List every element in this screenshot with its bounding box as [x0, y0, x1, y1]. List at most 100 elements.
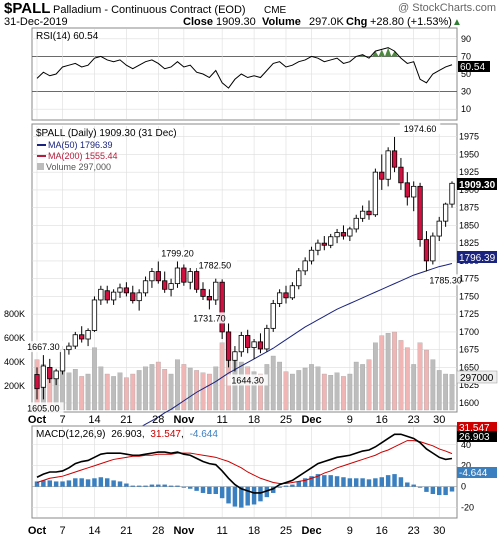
volume-bar — [175, 359, 180, 411]
price-tick-label: 1950 — [459, 149, 479, 159]
candle-body — [142, 280, 149, 294]
macd-hist-bar — [405, 482, 410, 487]
candle-body — [136, 292, 142, 302]
macd-hist-bar — [79, 478, 84, 487]
price-annotation: 1605.00 — [27, 403, 60, 413]
volume-bar — [404, 347, 410, 411]
macd-hist-bar — [334, 476, 340, 487]
macd-hist-bar — [315, 474, 321, 487]
candle-body — [149, 271, 155, 282]
volume-bar — [155, 361, 161, 411]
volume-legend: Volume 297,000 — [46, 162, 111, 172]
volume-last-badge — [456, 370, 498, 384]
x-axis-label: 21 — [120, 414, 132, 426]
ma50-legend: MA(50) 1796.39 — [48, 140, 113, 150]
macd-hist-bar — [117, 481, 123, 487]
volume-bar — [264, 364, 270, 411]
macd-hist-bar — [213, 486, 219, 494]
candle-body — [162, 280, 168, 290]
price-tick-label: 1650 — [459, 362, 479, 372]
candle-body — [340, 232, 347, 237]
price-annotation-bg — [196, 259, 238, 271]
volume-tick-label: 600K — [4, 333, 25, 343]
macd-hist-bar — [277, 486, 282, 488]
candle-body — [404, 182, 410, 198]
macd-legend-macd: 26.903 — [111, 429, 142, 440]
volume-bar — [347, 373, 353, 411]
candle-body — [302, 260, 308, 272]
price-annotation-bg — [23, 402, 64, 414]
ma50-badge — [457, 251, 497, 263]
candle-body — [315, 242, 321, 251]
candle-body — [245, 335, 251, 348]
macd-panel: MACD(12,26,9) 26.903, 31.547, -4.644 402… — [31, 422, 497, 519]
price-annotation-bg — [425, 274, 466, 286]
macd-hist-bar — [194, 486, 199, 491]
price-annotation: 1782.50 — [199, 260, 232, 270]
macd-hist-bar — [98, 477, 104, 487]
macd-hist-bar — [245, 486, 250, 506]
volume-bar — [136, 370, 142, 411]
candle-body — [372, 171, 379, 216]
macd-legend-hist: -4.644 — [190, 429, 219, 440]
volume-bar — [143, 366, 148, 411]
macd-hist-bar — [136, 485, 142, 487]
volume-bar — [417, 342, 423, 411]
candle-body — [334, 232, 340, 238]
close-value: 1909.30 — [216, 16, 256, 28]
volume-bar — [392, 331, 397, 411]
volume-bar — [430, 359, 436, 411]
price-tick-label: 1625 — [459, 380, 479, 390]
volume-bar — [200, 372, 206, 411]
macd-tick-label: 40 — [461, 440, 471, 450]
macd-hist-bar — [124, 483, 129, 487]
x-axis-label: 16 — [376, 525, 388, 537]
candle-body — [391, 150, 398, 168]
candle-body — [181, 267, 187, 283]
macd-legend-name: MACD(12,26,9) — [36, 429, 105, 440]
chart-date: 31-Dec-2019 — [4, 16, 68, 28]
price-tick-label: 1925 — [459, 167, 479, 177]
price-tick-label: 1750 — [459, 291, 479, 301]
volume-bar — [258, 373, 263, 411]
rsi-overbought-fill — [359, 47, 398, 57]
candle-body — [270, 303, 276, 329]
macd-hist-bar — [366, 479, 372, 487]
volume-bar — [251, 371, 257, 411]
volume-bar — [411, 364, 417, 411]
volume-bar — [187, 367, 193, 411]
candle-body — [40, 365, 47, 388]
volume-bar — [277, 361, 282, 411]
x-axis-label: 25 — [280, 414, 292, 426]
macd-hist-bar — [264, 486, 270, 498]
candle-body — [321, 242, 327, 246]
x-axis-label: Nov — [173, 414, 195, 426]
rsi-legend: RSI(14) 60.54 — [36, 31, 99, 42]
price-annotation-bg — [189, 312, 230, 324]
candle-body — [379, 171, 385, 180]
macd-hist-bar — [200, 486, 206, 493]
candle-body — [53, 370, 59, 380]
candle-body — [251, 341, 257, 348]
macd-hist-bar — [207, 486, 212, 494]
macd-hist-bar — [347, 478, 353, 487]
price-panel: 1667.30 1605.00 1799.20 1782.50 1731.70 1644.… — [4, 122, 498, 468]
x-axis-label: 11 — [216, 414, 227, 426]
volume-tick-label: 800K — [4, 309, 25, 319]
signal-last-label: 31.547 — [459, 423, 490, 434]
price-tick-label: 1850 — [459, 220, 479, 230]
x-axis-label: Oct — [28, 525, 47, 537]
candle-body — [442, 203, 449, 222]
price-annotation: 1785.30 — [429, 275, 462, 285]
volume-bar — [424, 349, 429, 411]
macd-hist-bar — [398, 477, 404, 487]
macd-hist-bar — [385, 475, 391, 487]
volume-bar — [206, 373, 212, 411]
rsi-panel: RSI(14) 60.54 90 70 50 30 10 60.54 — [31, 27, 490, 121]
price-legend-title: $PALL (Daily) 1909.30 (31 Dec) — [36, 128, 177, 139]
volume-bar — [302, 367, 308, 411]
x-axis-label: 9 — [347, 414, 353, 426]
macd-hist-bar — [309, 476, 314, 487]
volume-bar — [72, 369, 78, 411]
macd-tick-label: 0 — [461, 482, 466, 492]
